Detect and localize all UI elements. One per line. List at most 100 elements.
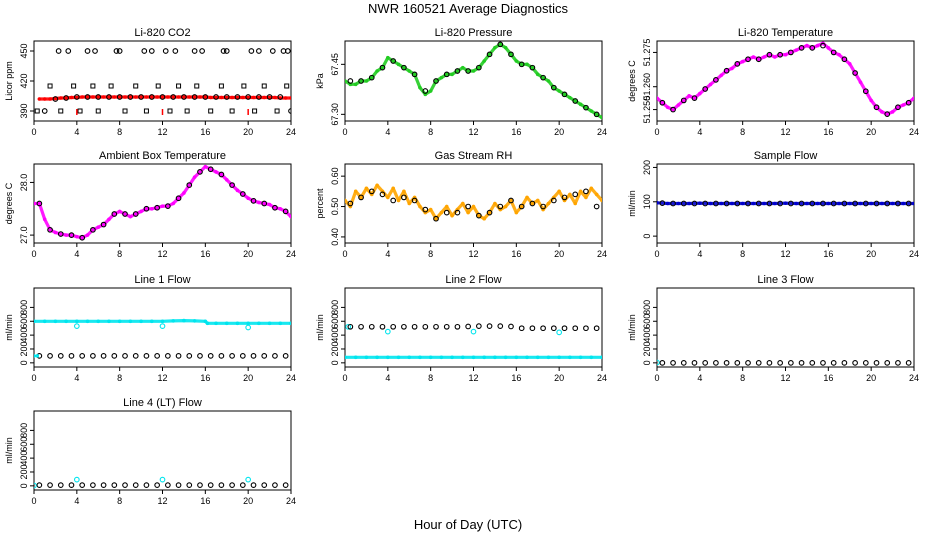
data-point bbox=[746, 57, 750, 62]
y-tick-label: 27.0 bbox=[19, 226, 29, 244]
data-point bbox=[154, 482, 160, 488]
data-point bbox=[58, 108, 64, 114]
x-tick-label: 16 bbox=[511, 127, 521, 137]
data-point bbox=[278, 206, 283, 211]
data-point bbox=[246, 321, 250, 326]
data-point bbox=[272, 204, 278, 211]
data-point bbox=[208, 95, 213, 100]
data-point bbox=[519, 204, 524, 209]
y-tick-label: 800 bbox=[330, 300, 340, 315]
data-point bbox=[386, 55, 390, 60]
plot-frame bbox=[344, 163, 603, 244]
data-point bbox=[257, 321, 261, 326]
y-tick-label: 0 bbox=[642, 360, 652, 365]
data-point bbox=[518, 61, 525, 68]
data-point bbox=[831, 50, 836, 55]
data-point bbox=[842, 57, 847, 62]
data-point bbox=[218, 171, 225, 178]
data-point bbox=[862, 200, 869, 207]
data-layer bbox=[34, 164, 291, 241]
data-point bbox=[79, 482, 86, 488]
data-point bbox=[284, 48, 291, 54]
data-point bbox=[123, 212, 127, 216]
data-point bbox=[657, 201, 659, 205]
data-point bbox=[91, 95, 95, 99]
data-point bbox=[550, 325, 557, 332]
data-point bbox=[552, 85, 556, 90]
data-point bbox=[380, 65, 385, 70]
data-point bbox=[207, 353, 214, 359]
y-tick-label: 200 bbox=[19, 464, 29, 479]
data-point bbox=[187, 183, 192, 187]
data-point bbox=[433, 78, 439, 84]
data-point bbox=[36, 482, 43, 488]
data-point bbox=[713, 359, 719, 366]
data-point bbox=[202, 94, 209, 100]
data-point bbox=[546, 201, 551, 206]
data-point bbox=[111, 211, 118, 217]
data-point bbox=[101, 222, 106, 227]
data-point bbox=[65, 48, 72, 54]
data-point bbox=[600, 198, 602, 203]
data-point bbox=[73, 94, 80, 100]
x-tick-label: 4 bbox=[74, 496, 79, 506]
y-tick-label: 0 bbox=[330, 360, 340, 365]
data-point bbox=[252, 108, 258, 114]
data-point bbox=[113, 48, 120, 54]
data-point bbox=[53, 230, 58, 235]
data-point bbox=[79, 353, 86, 359]
data-point bbox=[439, 355, 444, 360]
data-point bbox=[198, 95, 202, 99]
data-point bbox=[199, 48, 205, 54]
data-point bbox=[562, 92, 567, 97]
data-point bbox=[69, 95, 74, 100]
y-tick-label: 390 bbox=[19, 103, 29, 118]
data-point bbox=[702, 200, 709, 207]
x-tick-label: 4 bbox=[385, 127, 390, 137]
data-point bbox=[665, 201, 670, 206]
y-tick-label: 400 bbox=[330, 328, 340, 343]
data-point bbox=[273, 95, 277, 100]
data-point bbox=[847, 62, 852, 66]
data-point bbox=[55, 48, 62, 54]
panel-title: Line 4 (LT) Flow bbox=[123, 397, 202, 409]
data-point bbox=[723, 200, 730, 207]
data-point bbox=[466, 69, 470, 73]
data-point bbox=[508, 51, 514, 58]
data-point bbox=[798, 200, 805, 207]
data-point bbox=[805, 201, 809, 206]
data-point bbox=[665, 105, 670, 110]
data-point bbox=[182, 191, 186, 195]
data-point bbox=[755, 200, 762, 207]
data-point bbox=[160, 204, 165, 208]
x-tick-label: 4 bbox=[74, 127, 79, 137]
data-point bbox=[241, 192, 245, 196]
data-point bbox=[107, 95, 111, 99]
y-tick-label: 420 bbox=[19, 73, 29, 88]
data-point bbox=[165, 203, 171, 209]
data-point bbox=[593, 203, 600, 210]
data-point bbox=[509, 198, 513, 203]
x-tick-label: 16 bbox=[200, 496, 210, 506]
y-axis-label: degrees C bbox=[4, 182, 14, 224]
data-point bbox=[708, 201, 713, 206]
panel-title: Li-820 CO2 bbox=[134, 27, 190, 39]
x-tick-label: 12 bbox=[157, 496, 167, 506]
data-point bbox=[407, 355, 412, 360]
data-point bbox=[471, 355, 476, 360]
panel-sampleflow: Sample Flow 0 4 8 12 16 20 24 0 100 200 ml/min bbox=[627, 150, 919, 259]
panel-title: Line 1 Flow bbox=[134, 274, 190, 286]
data-point bbox=[798, 45, 805, 51]
data-point bbox=[203, 164, 208, 169]
data-point bbox=[762, 55, 766, 59]
data-point bbox=[660, 100, 665, 105]
data-point bbox=[73, 476, 80, 483]
x-tick-label: 20 bbox=[866, 127, 876, 137]
x-tick-label: 4 bbox=[697, 373, 702, 383]
data-point bbox=[379, 64, 386, 71]
data-point bbox=[96, 95, 101, 99]
data-point bbox=[149, 95, 154, 99]
data-point bbox=[589, 186, 594, 191]
data-point bbox=[583, 104, 589, 111]
